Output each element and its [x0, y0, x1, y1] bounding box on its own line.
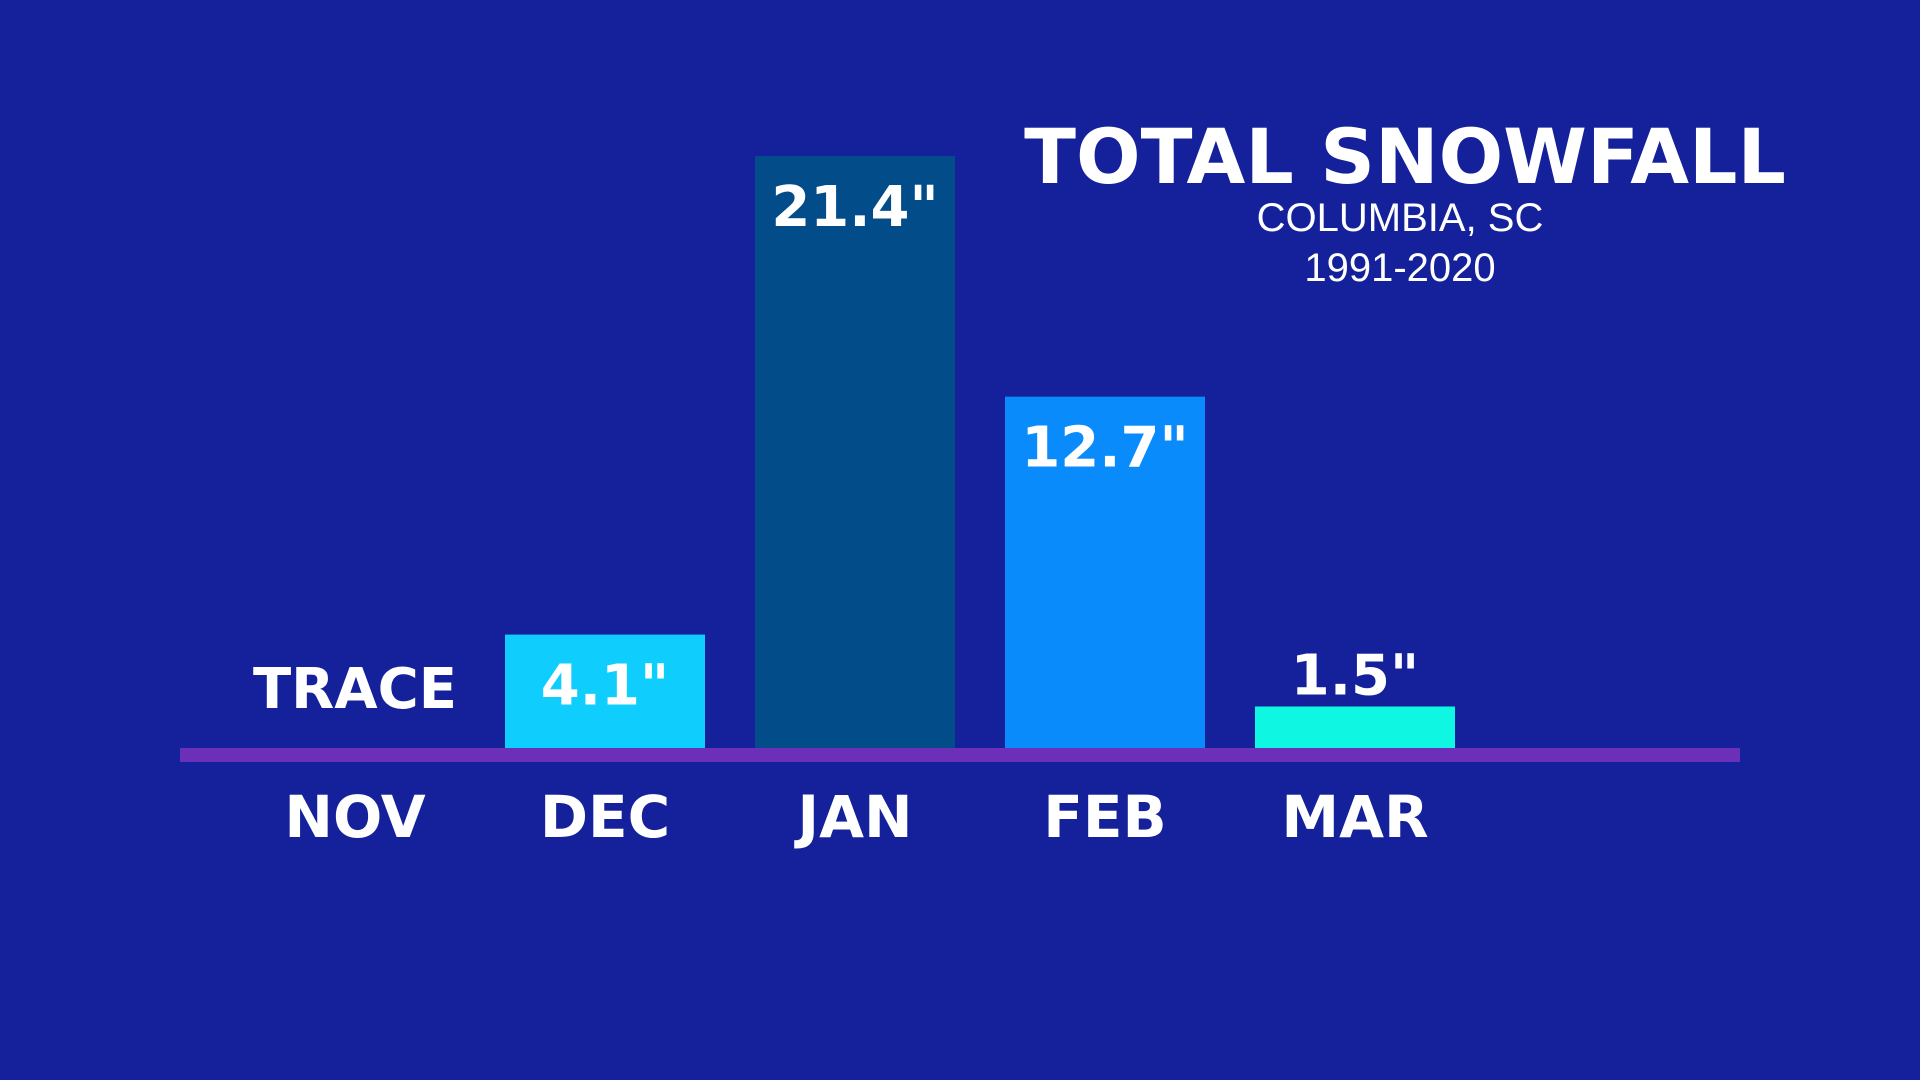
value-label-feb: 12.7" [1021, 416, 1188, 481]
chart-title: TOTAL SNOWFALL [1024, 112, 1786, 201]
chart-baseline [180, 748, 1740, 762]
category-label-dec: DEC [540, 783, 670, 851]
bars-group [505, 156, 1455, 748]
value-label-dec: 4.1" [541, 654, 669, 719]
bar-dec [505, 634, 705, 748]
category-labels-group: NOV DEC JAN FEB MAR [284, 783, 1428, 851]
value-label-jan: 21.4" [771, 175, 938, 240]
category-label-mar: MAR [1281, 783, 1428, 851]
chart-subtitle-location: COLUMBIA, SC [1257, 196, 1544, 240]
category-label-feb: FEB [1043, 783, 1166, 851]
bar-mar [1255, 706, 1455, 748]
value-label-nov: TRACE [253, 657, 457, 722]
category-label-nov: NOV [284, 783, 425, 851]
category-label-jan: JAN [793, 783, 912, 851]
bar-jan [755, 156, 955, 748]
value-label-mar: 1.5" [1291, 644, 1419, 709]
bar-feb [1005, 396, 1205, 748]
chart-subtitle-period: 1991-2020 [1304, 246, 1495, 290]
value-labels-group: TRACE 4.1" 21.4" 12.7" 1.5" [253, 175, 1419, 722]
